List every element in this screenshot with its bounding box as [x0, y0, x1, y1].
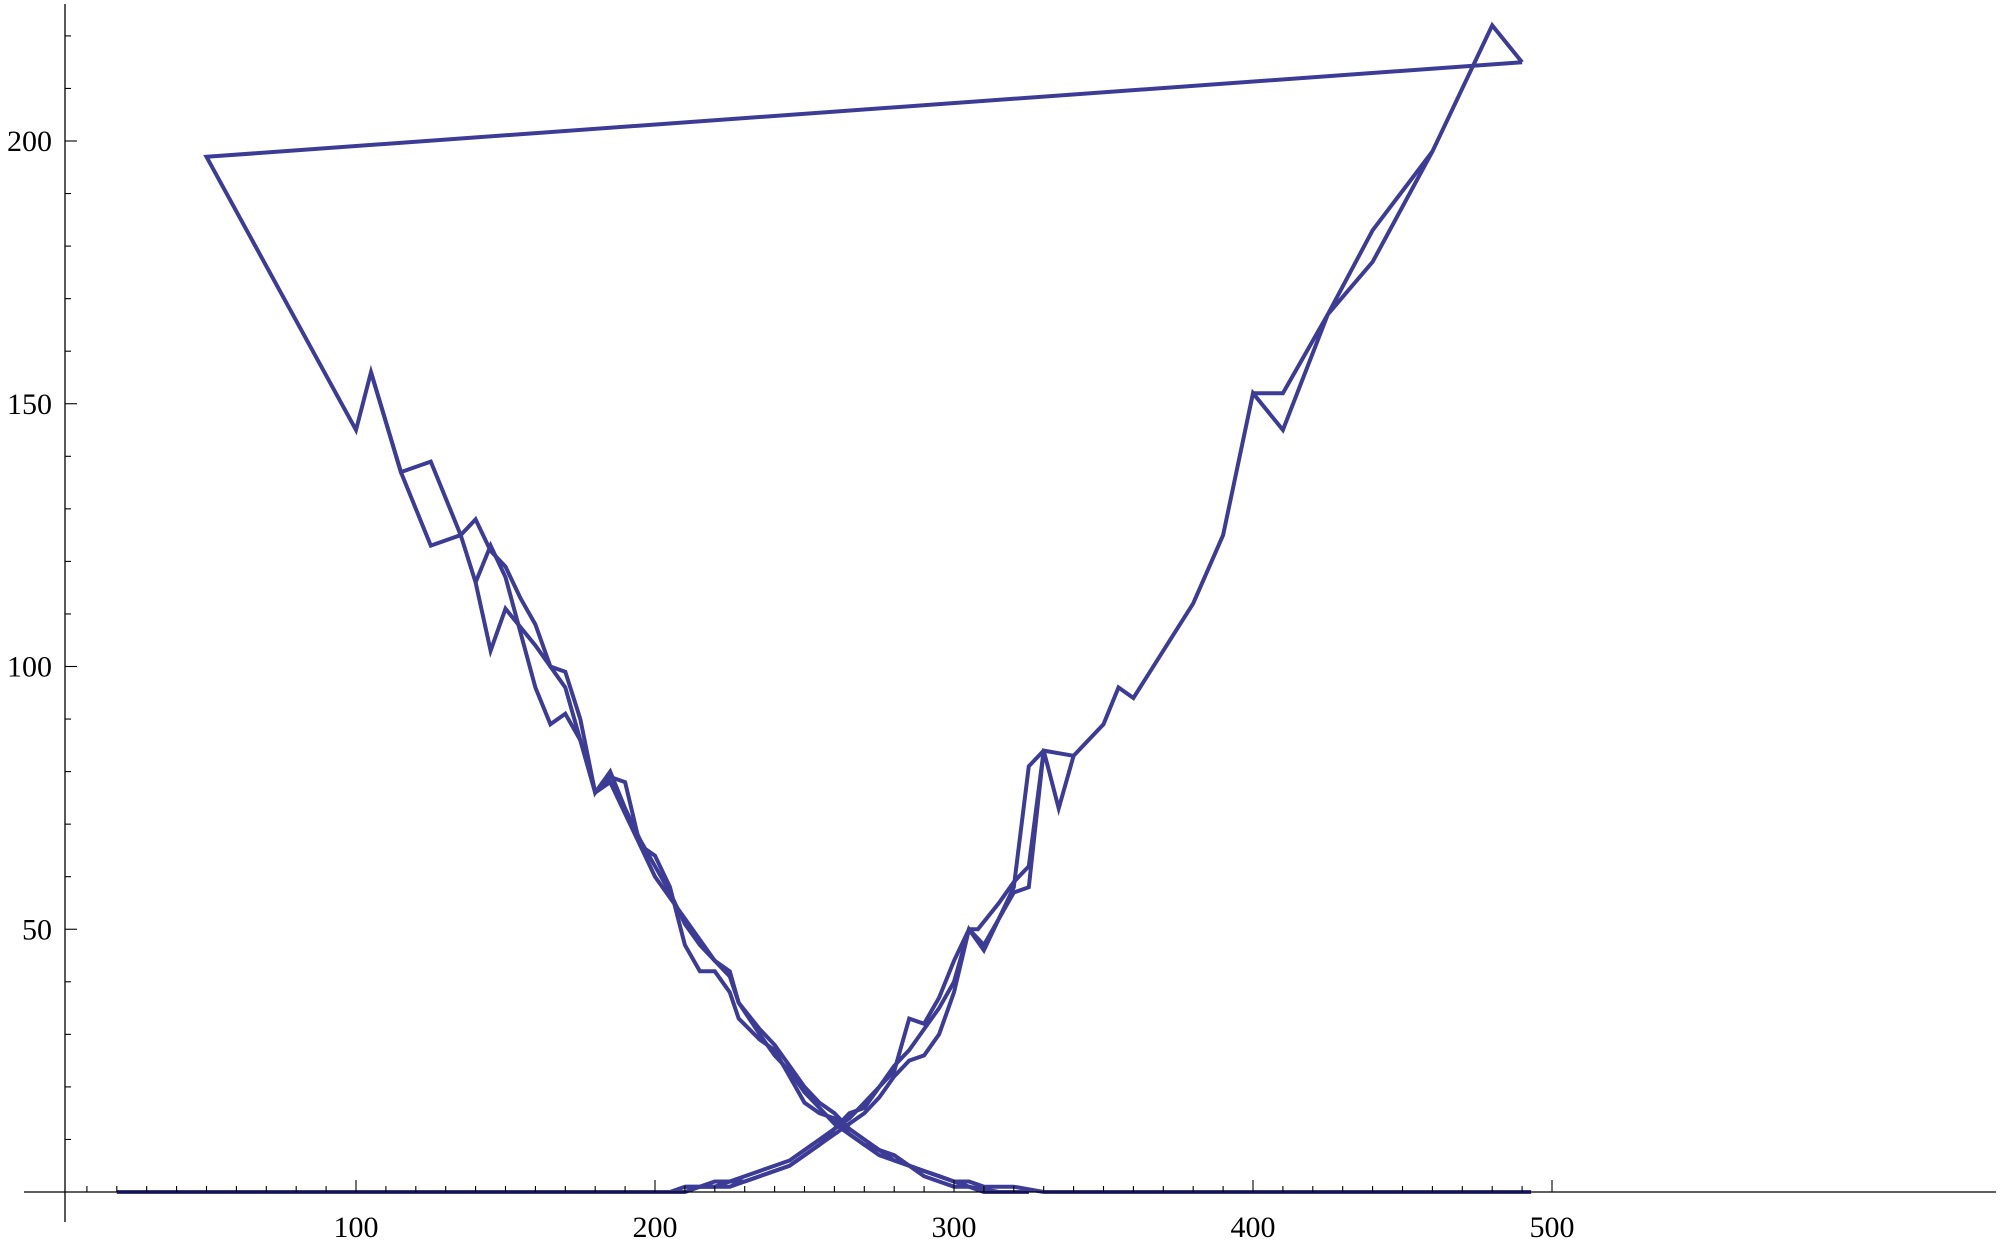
y-tick-label: 200	[7, 125, 52, 158]
x-tick-label: 300	[932, 1211, 977, 1243]
series-line-4	[473, 540, 1029, 1194]
series-line-6	[684, 749, 1046, 1189]
y-tick-label: 150	[7, 388, 52, 421]
series-line-2	[203, 60, 1532, 1194]
series-line-3	[369, 371, 1029, 1194]
y-tick-label: 100	[7, 651, 52, 684]
y-tick-label: 50	[22, 913, 52, 946]
x-tick-label: 100	[334, 1211, 379, 1243]
series-layer	[116, 21, 1532, 1194]
series-line-7	[1253, 150, 1434, 396]
x-tick-label: 400	[1231, 1211, 1276, 1243]
series-line-1	[116, 21, 1524, 1194]
x-tick-label: 500	[1530, 1211, 1575, 1243]
x-axis-ticks: 100 200 300 400 500	[86, 1180, 1575, 1243]
series-line-5	[670, 748, 1074, 1194]
y-axis-ticks: 50 100 150 200	[7, 35, 77, 1140]
x-tick-label: 200	[633, 1211, 678, 1243]
axes-layer: 100 200 300 400 500 50 100 150 200	[7, 4, 1996, 1243]
